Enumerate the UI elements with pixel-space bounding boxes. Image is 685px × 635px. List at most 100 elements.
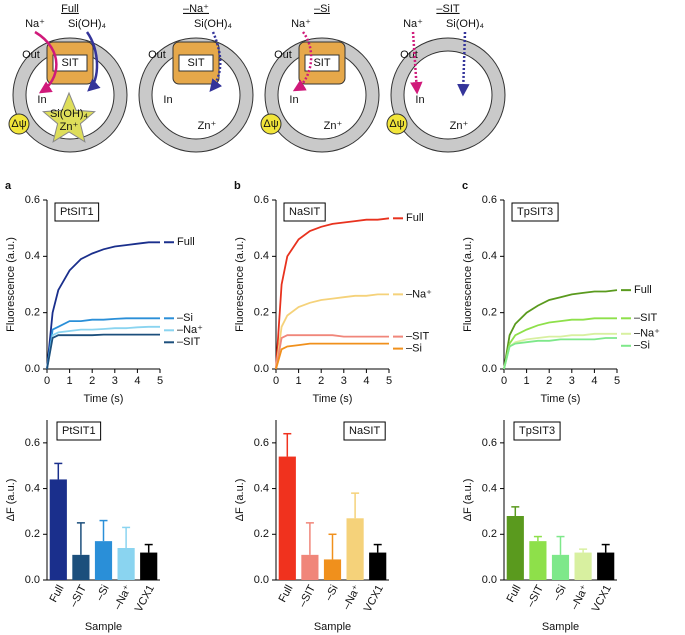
x-tick-label: Full: [277, 583, 296, 604]
x-tick-label: 2: [89, 375, 95, 387]
panel-title: NaSIT: [289, 206, 320, 218]
series-line: [46, 333, 160, 370]
bar: [72, 554, 90, 580]
x-tick-label: 0: [501, 375, 507, 387]
x-tick-label: 0: [273, 375, 279, 387]
panel-letter: b: [234, 180, 241, 192]
title-box: [511, 202, 559, 222]
y-tick-label: 0.4: [482, 482, 497, 494]
series-line: [503, 317, 617, 370]
transport-arrow: [209, 31, 223, 92]
title-box: [513, 421, 561, 441]
zn-label: Zn⁺: [450, 120, 469, 132]
bar: [597, 552, 615, 580]
sit-label: SIT: [61, 57, 78, 69]
x-tick-label: 0: [44, 375, 50, 387]
y-axis-label: Fluorescence (a.u.): [462, 237, 474, 332]
out-label: Out: [400, 49, 418, 61]
x-tick-label: –Si: [323, 583, 341, 603]
y-tick-label: 0.0: [254, 574, 269, 586]
cell-inner: [403, 50, 493, 140]
legend-label: –Na⁺: [634, 328, 660, 340]
in-label: In: [163, 94, 172, 106]
bar: [323, 559, 342, 580]
x-axis-label: Time (s): [84, 393, 124, 405]
star-zn-label: Zn⁺: [60, 121, 79, 133]
in-label: In: [289, 94, 298, 106]
potential-label: Δψ: [263, 118, 278, 130]
legend-label: –Si: [177, 312, 193, 324]
y-tick-label: 0.4: [25, 250, 40, 262]
in-label: In: [37, 94, 46, 106]
y-tick-label: 0.6: [482, 194, 497, 206]
y-tick-label: 0.6: [25, 194, 40, 206]
zinc-star: [42, 91, 96, 143]
panel-title: PtSIT1: [60, 206, 94, 218]
bar: [369, 552, 387, 580]
title-box: [283, 202, 326, 222]
bar: [117, 548, 135, 580]
transport-arrow: [34, 30, 58, 94]
x-tick-label: Full: [505, 583, 524, 604]
sit-label-box: [52, 54, 88, 72]
y-tick-label: 0.6: [254, 437, 269, 449]
y-tick-label: 0.4: [254, 250, 269, 262]
y-axis-label: ΔF (a.u.): [5, 479, 17, 522]
schematic-panel: –Si SIT Out In Na⁺ Zn⁺ Δψ: [260, 3, 380, 153]
y-tick-label: 0.2: [25, 528, 40, 540]
y-axis-label: Fluorescence (a.u.): [5, 237, 17, 332]
legend-label: –SIT: [634, 312, 658, 324]
y-tick-label: 0.0: [25, 574, 40, 586]
series-line: [275, 293, 389, 370]
x-tick-label: 5: [157, 375, 163, 387]
y-axis-label: ΔF (a.u.): [462, 479, 474, 522]
bar: [529, 541, 547, 580]
y-tick-label: 0.6: [254, 194, 269, 206]
title-box: [343, 421, 386, 441]
title-box: [56, 421, 102, 441]
y-tick-label: 0.2: [482, 307, 497, 319]
series-line: [275, 217, 390, 370]
sit-label: SIT: [313, 57, 330, 69]
series-line: [503, 337, 617, 370]
bar: [574, 552, 592, 580]
x-tick-label: 5: [386, 375, 392, 387]
legend-label: Full: [634, 284, 652, 296]
panel-title: PtSIT1: [62, 425, 96, 437]
na-label: Na⁺: [25, 18, 45, 30]
potential-badge: [260, 113, 282, 135]
zn-label: Zn⁺: [324, 120, 343, 132]
series-line: [46, 317, 160, 370]
y-tick-label: 0.2: [254, 528, 269, 540]
x-tick-label: –Si: [551, 583, 569, 603]
title-box: [54, 202, 100, 222]
potential-label: Δψ: [11, 118, 26, 130]
y-tick-label: 0.0: [25, 363, 40, 375]
out-label: Out: [274, 49, 292, 61]
schematic-panel: –Na⁺ SIT Out In Si(OH)₄ Zn⁺: [138, 3, 254, 153]
legend-label: Full: [177, 236, 195, 248]
in-label: In: [415, 94, 424, 106]
x-tick-label: 1: [524, 375, 530, 387]
x-tick-label: 3: [569, 375, 575, 387]
x-tick-label: 1: [296, 375, 302, 387]
y-axis-label: Fluorescence (a.u.): [234, 237, 246, 332]
x-tick-label: 2: [546, 375, 552, 387]
potential-label: Δψ: [389, 118, 404, 130]
legend-label: Full: [406, 212, 424, 224]
y-tick-label: 0.6: [25, 437, 40, 449]
x-tick-label: 3: [112, 375, 118, 387]
sit-label-box: [304, 54, 340, 72]
x-tick-label: Full: [48, 583, 67, 604]
potential-badge: [386, 113, 408, 135]
out-label: Out: [22, 49, 40, 61]
si-label: Si(OH)₄: [68, 18, 107, 30]
panel-title: TpSIT3: [517, 206, 553, 218]
y-tick-label: 0.0: [254, 363, 269, 375]
bar: [49, 479, 67, 580]
series-line: [503, 289, 618, 370]
transport-arrow: [292, 31, 313, 92]
sit-label: SIT: [187, 57, 204, 69]
